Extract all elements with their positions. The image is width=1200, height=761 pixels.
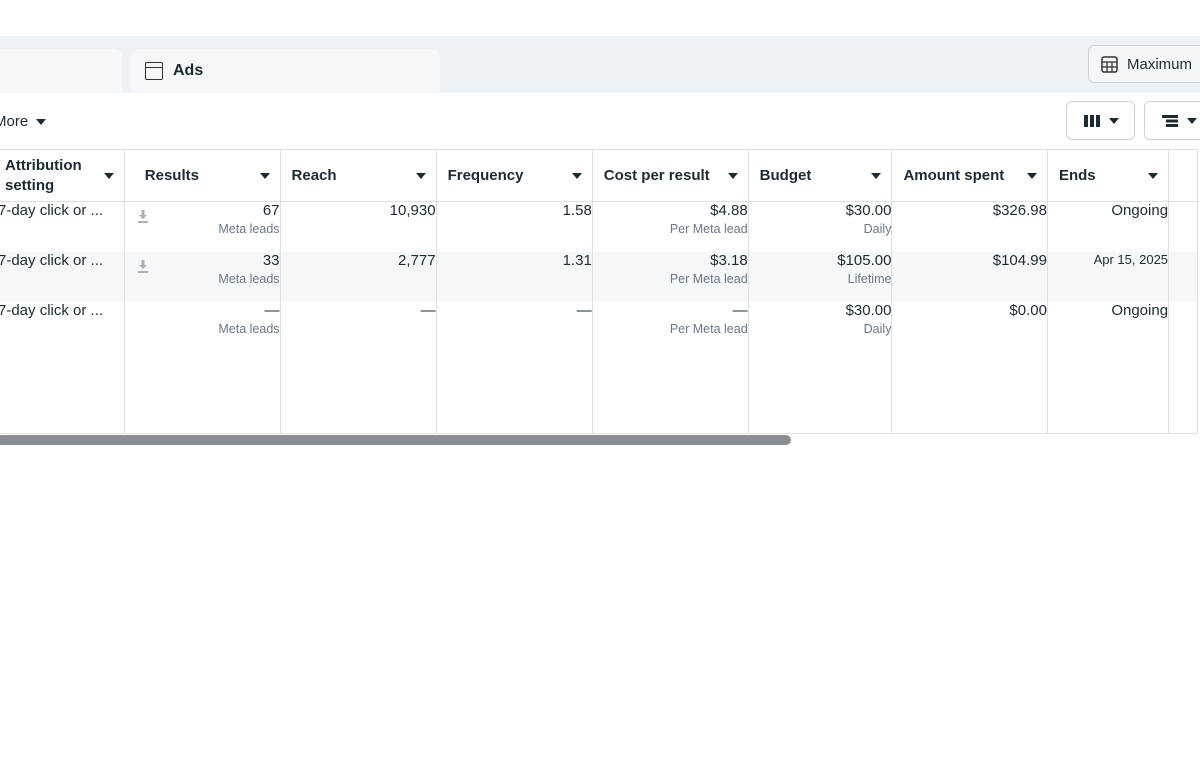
cell-frequency: 1.31 bbox=[436, 251, 593, 302]
cell-attribution: 7-day click or ... bbox=[0, 201, 125, 252]
caret-down-icon bbox=[1108, 117, 1119, 124]
table-row[interactable]: 7-day click or ... 67 Meta leads 10,930 … bbox=[0, 201, 1198, 252]
table-row[interactable]: 7-day click or ... 33 Meta leads 2,777 1… bbox=[0, 251, 1198, 302]
header-cost-per-result[interactable]: Cost per result bbox=[592, 149, 749, 202]
cell-budget[interactable]: $30.00 Daily bbox=[748, 301, 893, 352]
cell-budget[interactable]: $30.00 Daily bbox=[748, 201, 893, 252]
breakdown-button[interactable] bbox=[1144, 101, 1200, 140]
more-dropdown[interactable]: More bbox=[0, 113, 47, 130]
sort-caret-icon[interactable] bbox=[871, 172, 882, 179]
caret-down-icon bbox=[36, 118, 47, 125]
sort-caret-icon[interactable] bbox=[571, 172, 582, 179]
cell-results: 33 Meta leads bbox=[124, 251, 281, 302]
cell-next bbox=[1168, 201, 1198, 252]
cell-amount-spent: $104.99 bbox=[891, 251, 1048, 302]
cell-frequency: — bbox=[436, 301, 593, 352]
table-grid-icon bbox=[1101, 55, 1118, 73]
columns-button[interactable] bbox=[1066, 101, 1135, 140]
ad-window-icon bbox=[145, 62, 163, 80]
tab-ad-sets[interactable] bbox=[0, 49, 122, 93]
table-header-row: Attribution setting Results Reach Freque… bbox=[0, 149, 1198, 202]
caret-down-icon bbox=[1187, 117, 1197, 124]
header-amount-spent[interactable]: Amount spent bbox=[891, 149, 1048, 202]
cell-results: — Meta leads bbox=[124, 301, 281, 352]
cell-amount-spent: $0.00 bbox=[891, 301, 1048, 352]
cell-next bbox=[1168, 251, 1198, 302]
header-results[interactable]: Results bbox=[124, 149, 281, 202]
cell-results: 67 Meta leads bbox=[124, 201, 281, 252]
cell-ends: Apr 15, 2025 bbox=[1047, 251, 1170, 302]
sort-caret-icon[interactable] bbox=[1148, 172, 1159, 179]
cell-frequency: 1.58 bbox=[436, 201, 593, 252]
cell-attribution: 7-day click or ... bbox=[0, 301, 125, 352]
tab-bar: Ads bbox=[0, 36, 1200, 93]
sort-caret-icon[interactable] bbox=[103, 172, 114, 179]
download-icon bbox=[137, 259, 148, 273]
cell-amount-spent: $326.98 bbox=[891, 201, 1048, 252]
sort-caret-icon[interactable] bbox=[415, 172, 426, 179]
more-label: More bbox=[0, 113, 29, 130]
cell-cost-per-result: — Per Meta lead bbox=[592, 301, 749, 352]
cell-cost-per-result: $3.18 Per Meta lead bbox=[592, 251, 749, 302]
cell-attribution: 7-day click or ... bbox=[0, 251, 125, 302]
download-icon bbox=[137, 210, 148, 223]
header-reach[interactable]: Reach bbox=[280, 149, 437, 202]
header-frequency[interactable]: Frequency bbox=[436, 149, 593, 202]
columns-icon bbox=[1083, 114, 1100, 127]
breakdown-icon bbox=[1162, 114, 1178, 127]
cell-ends: Ongoing bbox=[1047, 201, 1170, 252]
table-row[interactable]: 7-day click or ... — Meta leads — — — Pe… bbox=[0, 301, 1198, 352]
sort-caret-icon[interactable] bbox=[259, 172, 270, 179]
tab-ads[interactable]: Ads bbox=[131, 49, 440, 93]
cell-ends: Ongoing bbox=[1047, 301, 1170, 352]
ads-table: Attribution setting Results Reach Freque… bbox=[0, 149, 1198, 434]
cell-reach: 2,777 bbox=[280, 251, 437, 302]
sort-caret-icon[interactable] bbox=[1026, 172, 1037, 179]
cell-reach: — bbox=[280, 301, 437, 352]
cell-cost-per-result: $4.88 Per Meta lead bbox=[592, 201, 749, 252]
header-budget[interactable]: Budget bbox=[748, 149, 893, 202]
cell-next bbox=[1168, 301, 1198, 352]
cell-reach: 10,930 bbox=[280, 201, 437, 252]
header-attribution-setting[interactable]: Attribution setting bbox=[0, 149, 125, 202]
maximum-view-label: Maximum bbox=[1127, 55, 1193, 73]
sort-caret-icon[interactable] bbox=[727, 172, 738, 179]
table-empty-row bbox=[0, 351, 1198, 434]
cell-budget[interactable]: $105.00 Lifetime bbox=[748, 251, 893, 302]
tab-ads-label: Ads bbox=[173, 62, 204, 79]
maximum-view-button[interactable]: Maximum bbox=[1088, 45, 1200, 83]
header-ends[interactable]: Ends bbox=[1047, 149, 1170, 202]
header-next-column bbox=[1168, 149, 1198, 202]
table-toolbar: More bbox=[0, 93, 1200, 150]
horizontal-scrollbar-thumb[interactable] bbox=[0, 435, 791, 445]
